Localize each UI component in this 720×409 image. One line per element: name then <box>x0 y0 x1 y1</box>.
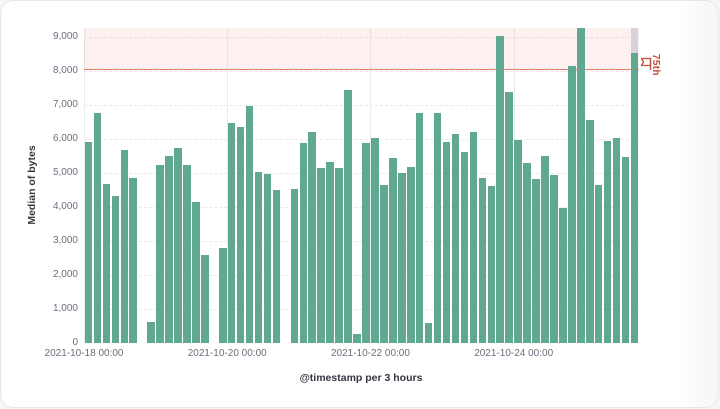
x-gridline <box>227 28 229 343</box>
bar[interactable] <box>442 142 451 343</box>
annotation-region-above-75th <box>84 28 639 69</box>
y-tick-label: 4,000 <box>52 201 78 212</box>
bar[interactable] <box>460 151 469 343</box>
bar[interactable] <box>120 149 129 343</box>
bar[interactable] <box>603 140 612 343</box>
bar[interactable] <box>371 137 379 343</box>
y-tick-label: 6,000 <box>52 133 78 144</box>
y-tick-label: 5,000 <box>52 167 78 178</box>
y-gridline <box>84 37 639 38</box>
bar[interactable] <box>398 172 406 343</box>
y-axis-tick-labels: 0 1,000 2,000 3,000 4,000 5,000 6,000 7,000 8,00… <box>1 28 78 348</box>
bar[interactable] <box>380 184 388 343</box>
bar[interactable] <box>478 177 487 343</box>
bar[interactable] <box>129 178 137 343</box>
bar[interactable] <box>612 138 621 343</box>
bar[interactable] <box>433 113 442 343</box>
bar[interactable] <box>353 334 361 343</box>
y-tick-label: 9,000 <box>52 31 78 42</box>
bar[interactable] <box>245 106 254 343</box>
y-tick-label: 1,000 <box>52 303 78 314</box>
y-tick-label: 8,000 <box>52 65 78 76</box>
bar[interactable] <box>541 156 549 343</box>
x-gridline <box>84 28 85 343</box>
bar[interactable] <box>201 255 209 343</box>
bar[interactable] <box>424 322 433 343</box>
y-tick-label: 7,000 <box>52 99 78 110</box>
bar[interactable] <box>165 156 173 343</box>
bar[interactable] <box>299 142 308 343</box>
x-tick-label: 2021-10-22 00:00 <box>330 348 410 359</box>
bar[interactable] <box>218 247 227 343</box>
bar[interactable] <box>335 168 343 343</box>
x-axis-tick-labels: 2021-10-18 00:00 2021-10-20 00:00 2021-10-… <box>45 348 639 362</box>
bar[interactable] <box>254 172 263 343</box>
bar[interactable] <box>550 174 558 343</box>
bar[interactable] <box>84 142 93 343</box>
bar[interactable] <box>532 179 540 343</box>
bar[interactable] <box>272 190 281 343</box>
bar[interactable] <box>362 143 370 343</box>
annotation-flag-icon[interactable] <box>640 57 653 71</box>
bar[interactable] <box>183 164 191 343</box>
bar[interactable] <box>523 163 531 343</box>
y-gridline <box>84 71 639 72</box>
bar[interactable] <box>406 166 415 343</box>
bar[interactable] <box>147 321 155 343</box>
bar[interactable] <box>93 112 102 343</box>
bar[interactable] <box>514 140 522 343</box>
bar[interactable] <box>451 133 460 343</box>
bar[interactable] <box>585 120 594 343</box>
y-tick-label: 0 <box>72 337 78 348</box>
y-tick-label: 3,000 <box>52 235 78 246</box>
y-gridline <box>84 241 639 242</box>
y-gridline <box>84 105 639 106</box>
bar[interactable] <box>174 147 182 343</box>
bar[interactable] <box>415 113 424 343</box>
x-gridline <box>513 28 515 343</box>
bar[interactable] <box>559 208 567 343</box>
bar[interactable] <box>156 164 164 343</box>
x-axis-title: @timestamp per 3 hours <box>299 372 423 384</box>
x-gridline <box>370 28 372 343</box>
plot-area <box>84 28 639 343</box>
bar[interactable] <box>505 92 513 343</box>
bar[interactable] <box>192 201 200 343</box>
y-gridline <box>84 309 639 310</box>
bar[interactable] <box>111 195 120 343</box>
bar[interactable] <box>389 158 397 343</box>
bar[interactable] <box>102 183 111 343</box>
x-tick-label: 2021-10-20 00:00 <box>187 348 267 359</box>
bar[interactable] <box>317 167 325 343</box>
bar[interactable] <box>487 185 496 343</box>
annotation-label-75th: 75th <box>650 53 661 76</box>
bar[interactable] <box>568 65 576 343</box>
partial-bucket-cap <box>630 28 639 53</box>
annotation-line-75th[interactable] <box>84 68 639 70</box>
bar[interactable] <box>469 132 478 343</box>
bar[interactable] <box>308 132 317 343</box>
bar[interactable] <box>227 123 236 343</box>
bar[interactable] <box>594 184 603 343</box>
bar[interactable] <box>621 156 630 343</box>
y-gridline <box>84 207 639 208</box>
x-tick-label: 2021-10-24 00:00 <box>474 348 554 359</box>
y-gridline <box>84 275 639 276</box>
bar[interactable] <box>496 36 505 343</box>
bar[interactable] <box>236 127 245 343</box>
y-gridline <box>84 139 639 140</box>
bar[interactable] <box>344 89 352 343</box>
x-tick-label: 2021-10-18 00:00 <box>44 348 124 359</box>
bar[interactable] <box>290 189 299 343</box>
bar[interactable] <box>577 28 585 343</box>
y-tick-label: 2,000 <box>52 269 78 280</box>
bar[interactable] <box>326 161 334 343</box>
bar[interactable] <box>263 174 272 343</box>
y-gridline <box>84 173 639 174</box>
bar[interactable] <box>630 53 639 343</box>
